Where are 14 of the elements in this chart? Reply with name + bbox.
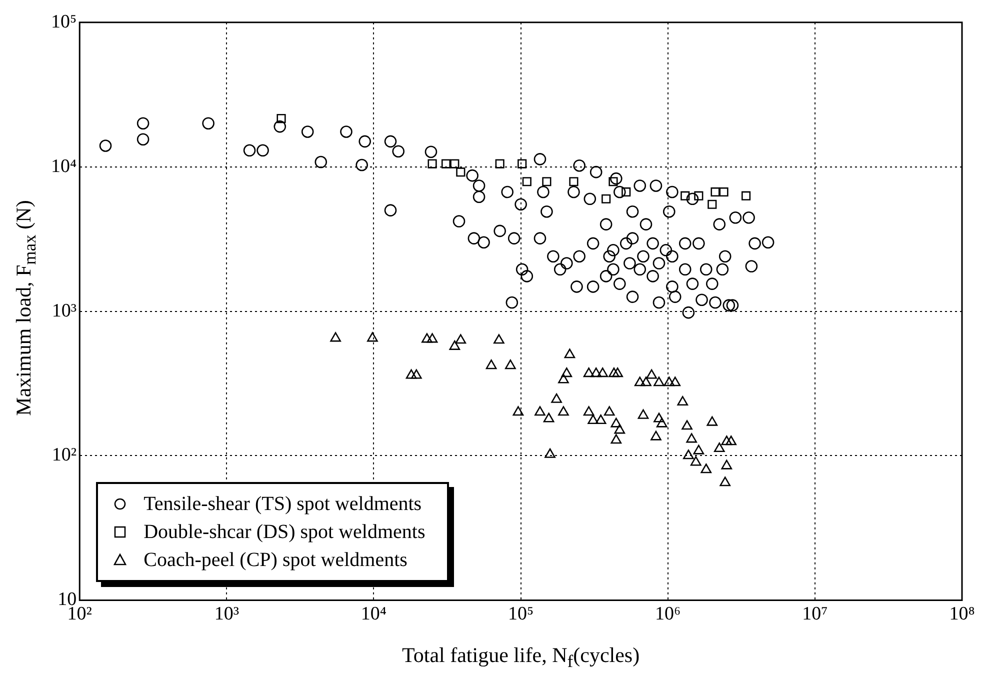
y-tick-label: 10⁴	[51, 156, 77, 177]
x-tick-label: 10⁴	[360, 604, 387, 625]
y-tick-label: 10²	[52, 444, 77, 466]
x-tick-label: 10⁷	[802, 604, 828, 625]
x-tick-label: 10³	[214, 604, 240, 625]
y-tick-label: 10³	[52, 300, 77, 322]
x-tick-label: 10⁶	[655, 604, 681, 625]
x-tick-label: 10⁵	[508, 604, 534, 625]
y-tick-label: 10⁵	[51, 11, 77, 32]
legend-label: Double-shcar (DS) spot weldments	[144, 520, 426, 546]
x-tick-label: 10⁸	[949, 604, 975, 625]
legend-label: Coach-peel (CP) spot weldments	[144, 548, 408, 574]
x-axis-title: Total fatigue life, N$_{f}$(cycles)	[402, 643, 640, 672]
legend-label: Tensile-shear (TS) spot weldments	[144, 492, 422, 518]
